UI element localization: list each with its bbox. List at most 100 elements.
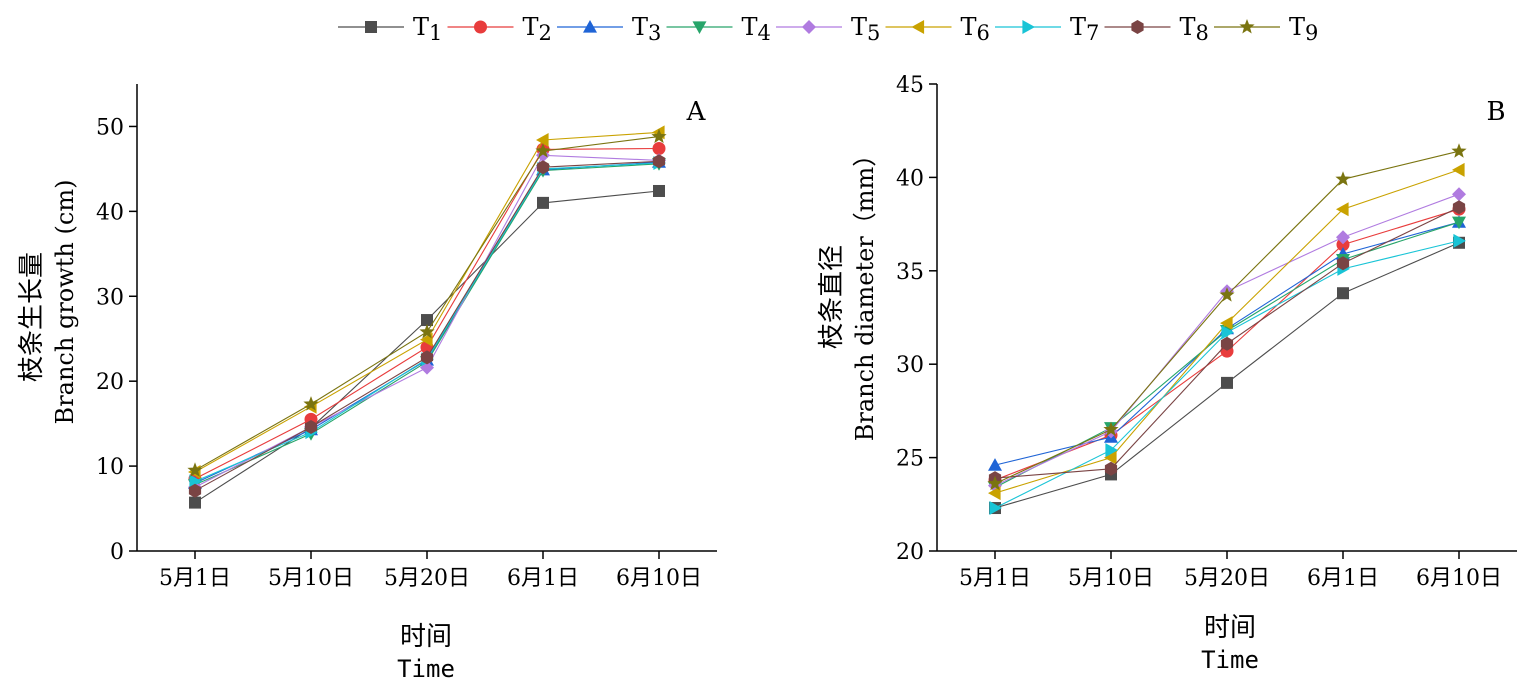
panel-a-data-point: [303, 396, 319, 411]
panel-b-axes: 20 25 30 35 40 45 5月1日 5月10日 5月20日 6月1日 6月10日: [896, 73, 1517, 591]
panel-a-series-t6: [188, 125, 665, 479]
panel-a-series-line: [194, 131, 660, 473]
legend-label: T9: [1289, 13, 1318, 45]
panel-a-x-tick-label: 6月10日: [616, 566, 702, 591]
panel-b-data-point: [1104, 461, 1118, 476]
panel-a-y-tick-label: 0: [110, 540, 124, 565]
panel-a-y-tick-label: 10: [96, 455, 124, 480]
panel-b-data-point: [1220, 336, 1234, 351]
panel-b-y-tick-label: 40: [896, 166, 924, 191]
legend-marker: [474, 20, 487, 34]
panel-a-data-point: [189, 474, 202, 489]
panel-b-xlabel-cn: 时间: [1204, 613, 1256, 643]
panel-b-data-point: [1220, 316, 1233, 331]
legend-label: T8: [1180, 13, 1209, 45]
legend-item: T8: [1104, 13, 1209, 45]
panel-b-series-line: [994, 240, 1460, 509]
panel-b-series-t8: [988, 200, 1466, 486]
legend-item: T6: [885, 13, 990, 45]
panel-b-x-tick-label: 5月20日: [1184, 566, 1270, 591]
panel-b-letter: B: [1486, 97, 1505, 127]
panel-a-y-tick-label: 50: [96, 115, 124, 140]
panel-a-series-t8: [188, 154, 666, 498]
panel-b-data-point: [1221, 325, 1234, 340]
panel-a-series-t2: [188, 142, 666, 486]
panel-a-ylabel-en: Branch growth (cm): [51, 180, 79, 425]
panel-b-data-point: [1335, 171, 1351, 186]
panel-b-data-point: [1221, 376, 1233, 389]
panel-b-data-point: [1336, 238, 1350, 252]
panel-a-data-point: [652, 154, 666, 169]
panel-b-data-point: [1453, 233, 1466, 248]
panel-b-data-point: [1336, 230, 1350, 245]
legend-item: T1: [338, 13, 442, 45]
panel-b-series-t7: [989, 233, 1466, 515]
panel-b-data-point: [1336, 202, 1349, 217]
panel-a-ylabel-cn: 枝条生长量: [17, 252, 47, 382]
panel-b-series-line: [994, 242, 1460, 509]
panel-a-xlabel-cn: 时间: [400, 622, 452, 652]
legend-marker: [802, 20, 816, 34]
panel-a-data-point: [419, 323, 435, 339]
panel-b-data-point: [1105, 443, 1118, 458]
panel-b-x-tick-label: 6月1日: [1307, 566, 1379, 591]
legend-label: T7: [1070, 13, 1099, 45]
panel-a-data-point: [651, 128, 667, 144]
panel-a-data-point: [420, 350, 434, 365]
panel-a-y-tick-label: 30: [96, 285, 124, 310]
panel-b-data-point: [1452, 216, 1466, 230]
legend-label: T5: [851, 13, 880, 45]
panel-b-data-point: [1337, 287, 1349, 300]
panel-a-data-point: [187, 462, 203, 477]
legend-label: T3: [632, 13, 661, 45]
panel-b-data-point: [1103, 421, 1119, 437]
panel-b-data-point: [1451, 143, 1467, 158]
panel-a-data-point: [304, 420, 318, 434]
panel-a-data-point: [536, 133, 549, 147]
legend-marker: [1131, 20, 1144, 34]
legend-item: T4: [666, 13, 771, 45]
legend-marker: [365, 21, 377, 33]
panel-b-data-point: [1336, 256, 1350, 271]
legend-marker: [583, 20, 597, 33]
legend-item: T3: [557, 13, 661, 45]
panel-b-data-point: [1219, 287, 1235, 302]
panel-b-ylabel-cn: 枝条直径: [817, 245, 847, 349]
panel-b-data-point: [989, 501, 1002, 515]
legend-label: T1: [413, 13, 442, 45]
panel-a-series-line: [194, 136, 660, 471]
panel-b-data-point: [1452, 187, 1466, 202]
legend-marker: [692, 21, 707, 34]
legend-label: T6: [961, 13, 990, 45]
panel-a-data-point: [537, 196, 549, 209]
panel-a-series-t9: [187, 128, 667, 477]
legend-marker: [1022, 20, 1035, 34]
legend-item: T2: [447, 13, 552, 45]
panel-b-data-point: [988, 458, 1002, 471]
panel-a-data-point: [189, 496, 201, 509]
panel-b-data-point: [1452, 162, 1465, 177]
panel-b-x-tick-label: 6月10日: [1416, 566, 1502, 591]
panel-b-data-point: [987, 475, 1003, 491]
legend-item: T5: [776, 13, 880, 45]
panel-a-x-tick-label: 6月1日: [507, 566, 579, 591]
panel-b-xlabel-en: Time: [1201, 646, 1259, 674]
panel-b-x-tick-label: 5月10日: [1068, 566, 1154, 591]
legend-marker: [911, 20, 925, 34]
panel-b-y-tick-label: 20: [896, 540, 924, 565]
panel-a-axes: 0 10 20 30 40 50 5月1日 5月10日 5月20日 6月1日 6月10日: [96, 84, 717, 591]
panel-b-chart: B 枝条直径 Branch diameter（mm） 时间 Time 20 25 3…: [817, 73, 1517, 674]
panel-a-x-tick-label: 5月1日: [159, 566, 231, 591]
panel-a-data-point: [536, 160, 550, 175]
panel-b-series-t9: [987, 143, 1467, 491]
panel-a-data-point: [652, 142, 666, 156]
panel-b-y-tick-label: 25: [896, 447, 924, 472]
panel-a-x-tick-label: 5月20日: [384, 566, 470, 591]
panel-a-data-point: [535, 143, 551, 158]
panel-a-x-tick-label: 5月10日: [268, 566, 354, 591]
legend-label: T4: [742, 13, 771, 45]
panel-a-data-point: [653, 184, 665, 197]
panel-b-y-tick-label: 30: [896, 353, 924, 378]
legend-item: T7: [995, 13, 1099, 45]
